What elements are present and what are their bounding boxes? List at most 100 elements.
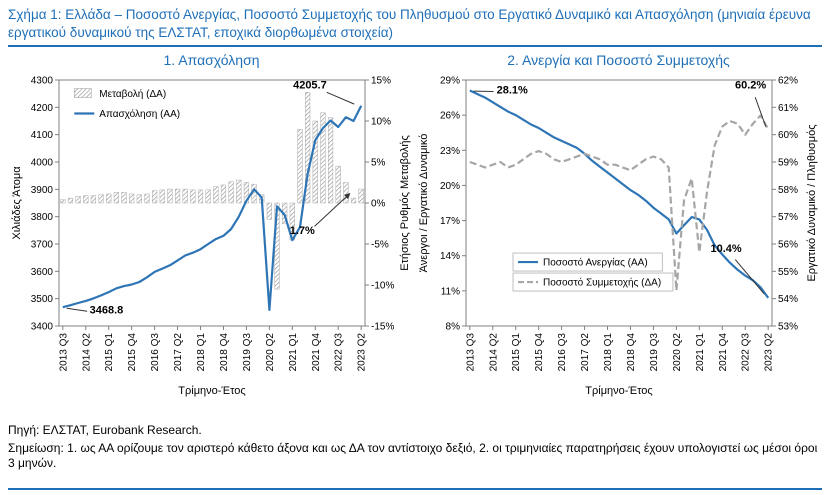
svg-text:56%: 56% <box>778 240 798 251</box>
svg-text:2023 Q2: 2023 Q2 <box>763 333 774 372</box>
svg-text:17%: 17% <box>439 216 459 227</box>
svg-text:59%: 59% <box>778 158 798 169</box>
svg-text:2013 Q3: 2013 Q3 <box>465 333 476 372</box>
svg-text:-15%: -15% <box>371 322 394 333</box>
charts-row: 1. Απασχόληση 3400 3500 3600 3700 3800 3900 40… <box>8 47 822 420</box>
svg-text:23%: 23% <box>439 146 459 157</box>
employment-chart: 3400 3500 3600 3700 3800 3900 4000 4100 4200 4300… <box>11 76 411 398</box>
series-bar <box>59 92 364 290</box>
unemployment-participation-chart: 8% 11% 14% 17% 20% 23% 26% 29% 53% 54% 55% 56% 57% 58… <box>418 76 818 398</box>
legend: Μεταβολή (ΔΑ) Απασχόληση (ΑΑ) <box>73 88 180 120</box>
y-axis-title-left: Χιλιάδες Άτομα <box>11 166 23 240</box>
svg-text:3600: 3600 <box>30 267 53 278</box>
svg-text:2014 Q2: 2014 Q2 <box>81 333 92 372</box>
svg-text:Ποσοστό Συμμετοχής (ΔΑ): Ποσοστό Συμμετοχής (ΔΑ) <box>543 277 661 289</box>
svg-text:2019 Q3: 2019 Q3 <box>648 333 659 372</box>
series-dashed-line <box>468 114 769 292</box>
svg-text:2021 Q4: 2021 Q4 <box>310 333 321 372</box>
data-label: 60.2% <box>734 80 765 92</box>
svg-text:4300: 4300 <box>30 76 53 87</box>
note-line: Σημείωση: 1. ως ΑΑ ορίζουμε τον αριστερό… <box>8 440 818 471</box>
y-axis-left: 8% 11% 14% 17% 20% 23% 26% 29% <box>439 76 466 333</box>
employment-chart-panel: 1. Απασχόληση 3400 3500 3600 3700 3800 3900 40… <box>8 47 415 420</box>
svg-text:2020 Q2: 2020 Q2 <box>671 333 682 372</box>
svg-text:29%: 29% <box>439 76 459 87</box>
svg-text:3900: 3900 <box>30 185 53 196</box>
svg-text:5%: 5% <box>371 158 386 169</box>
svg-text:Μεταβολή (ΔΑ): Μεταβολή (ΔΑ) <box>99 88 166 100</box>
svg-text:2021 Q1: 2021 Q1 <box>287 333 298 372</box>
svg-text:2018 Q4: 2018 Q4 <box>218 333 229 372</box>
y-axis-left: 3400 3500 3600 3700 3800 3900 4000 4100 4200 4300 <box>30 76 59 333</box>
legend: Ποσοστό Ανεργίας (ΑΑ) Ποσοστό Συμμετοχής … <box>512 252 673 292</box>
svg-text:60%: 60% <box>778 130 798 141</box>
svg-text:15%: 15% <box>371 76 391 87</box>
data-label: 10.4% <box>710 243 741 255</box>
x-axis-title: Τρίμηνο-Έτος <box>178 385 245 397</box>
svg-text:3700: 3700 <box>30 240 53 251</box>
svg-text:61%: 61% <box>778 103 798 114</box>
svg-text:4000: 4000 <box>30 158 53 169</box>
svg-text:2018 Q4: 2018 Q4 <box>625 333 636 372</box>
svg-text:11%: 11% <box>440 287 459 298</box>
svg-text:-5%: -5% <box>371 240 389 251</box>
annotations: 28.1% 60.2% 10.4% <box>473 80 766 295</box>
svg-text:2020 Q2: 2020 Q2 <box>264 333 275 372</box>
bottom-divider <box>8 488 822 490</box>
svg-text:2022 Q3: 2022 Q3 <box>333 333 344 372</box>
unemployment-chart-title: 2. Ανεργία και Ποσοστό Συμμετοχής <box>507 52 730 69</box>
svg-text:2019 Q3: 2019 Q3 <box>241 333 252 372</box>
svg-text:-10%: -10% <box>371 281 394 292</box>
y-axis-title-right: Εργατικό Δυναμικό / Πληθυσμός <box>806 125 818 282</box>
svg-text:4100: 4100 <box>30 130 53 141</box>
svg-text:55%: 55% <box>778 267 798 278</box>
svg-text:53%: 53% <box>778 322 798 333</box>
x-axis: 2013 Q3 2014 Q2 2015 Q1 2015 Q4 2016 Q3 2017 … <box>58 326 367 372</box>
data-label: 28.1% <box>496 85 527 97</box>
svg-text:2015 Q1: 2015 Q1 <box>104 333 115 372</box>
svg-text:2017 Q2: 2017 Q2 <box>580 333 591 372</box>
annotations: 3468.8 4205.7 1.7% <box>66 80 354 317</box>
source-line: Πηγή: ΕΛΣΤΑΤ, Eurobank Research. <box>8 423 202 438</box>
svg-text:3800: 3800 <box>30 212 53 223</box>
svg-text:2022 Q3: 2022 Q3 <box>740 333 751 372</box>
title-divider <box>8 45 822 48</box>
svg-text:20%: 20% <box>439 181 459 192</box>
y-axis-title-right: Ετήσιος Ρυθμός Μεταβολής <box>399 135 411 271</box>
svg-text:2015 Q1: 2015 Q1 <box>511 333 522 372</box>
data-label: 4205.7 <box>293 80 327 92</box>
svg-text:2023 Q2: 2023 Q2 <box>356 333 367 372</box>
svg-text:2015 Q4: 2015 Q4 <box>127 333 138 372</box>
data-label: 3468.8 <box>89 305 123 317</box>
svg-text:2014 Q2: 2014 Q2 <box>488 333 499 372</box>
svg-text:2021 Q4: 2021 Q4 <box>717 333 728 372</box>
svg-text:3500: 3500 <box>30 294 53 305</box>
svg-text:57%: 57% <box>778 212 798 223</box>
unemployment-participation-chart-panel: 2. Ανεργία και Ποσοστό Συμμετοχής 8% 11% 1… <box>415 47 822 420</box>
svg-text:4200: 4200 <box>30 103 53 114</box>
svg-text:2016 Q3: 2016 Q3 <box>150 333 161 372</box>
svg-text:2018 Q1: 2018 Q1 <box>603 333 614 372</box>
employment-chart-title: 1. Απασχόληση <box>163 52 260 69</box>
svg-text:Ποσοστό Ανεργίας (ΑΑ): Ποσοστό Ανεργίας (ΑΑ) <box>543 257 648 269</box>
svg-text:8%: 8% <box>445 322 460 333</box>
series-line <box>62 105 362 312</box>
svg-text:26%: 26% <box>439 111 459 122</box>
svg-text:14%: 14% <box>439 251 459 262</box>
data-label: 1.7% <box>289 225 314 237</box>
svg-text:2013 Q3: 2013 Q3 <box>58 333 69 372</box>
figure-footer: Πηγή: ΕΛΣΤΑΤ, Eurobank Research. Σημείωσ… <box>8 423 822 472</box>
svg-text:62%: 62% <box>778 76 798 87</box>
figure-title: Σχήμα 1: Ελλάδα – Ποσοστό Ανεργίας, Ποσο… <box>8 7 811 41</box>
svg-text:0%: 0% <box>371 199 386 210</box>
svg-text:10%: 10% <box>371 117 391 128</box>
plot-border <box>465 79 772 327</box>
svg-text:2016 Q3: 2016 Q3 <box>557 333 568 372</box>
svg-text:2018 Q1: 2018 Q1 <box>196 333 207 372</box>
y-axis-title-left: Άνεργοι / Εργατικό Δυναμικό <box>418 134 430 273</box>
svg-text:58%: 58% <box>778 185 798 196</box>
svg-text:2015 Q4: 2015 Q4 <box>534 333 545 372</box>
svg-text:3400: 3400 <box>30 322 53 333</box>
svg-text:2021 Q1: 2021 Q1 <box>694 333 705 372</box>
